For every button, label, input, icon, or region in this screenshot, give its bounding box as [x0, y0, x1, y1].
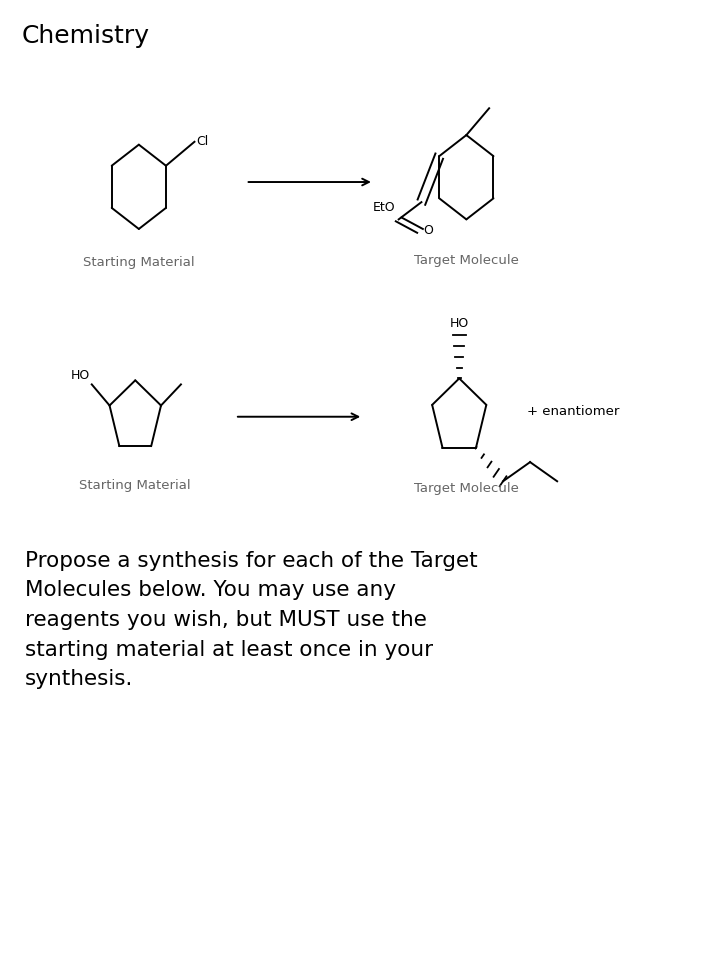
- Text: Cl: Cl: [197, 135, 209, 148]
- Text: Starting Material: Starting Material: [83, 256, 194, 269]
- Text: HO: HO: [449, 316, 469, 330]
- Text: Chemistry: Chemistry: [21, 24, 150, 48]
- Text: + enantiomer: + enantiomer: [527, 405, 619, 419]
- Text: Target Molecule: Target Molecule: [414, 254, 519, 267]
- Text: O: O: [423, 224, 433, 238]
- Text: Propose a synthesis for each of the Target
Molecules below. You may use any
reag: Propose a synthesis for each of the Targ…: [25, 551, 478, 689]
- Text: EtO: EtO: [373, 200, 396, 214]
- Text: Target Molecule: Target Molecule: [414, 482, 519, 495]
- Text: Starting Material: Starting Material: [80, 479, 191, 492]
- Text: HO: HO: [70, 370, 90, 382]
